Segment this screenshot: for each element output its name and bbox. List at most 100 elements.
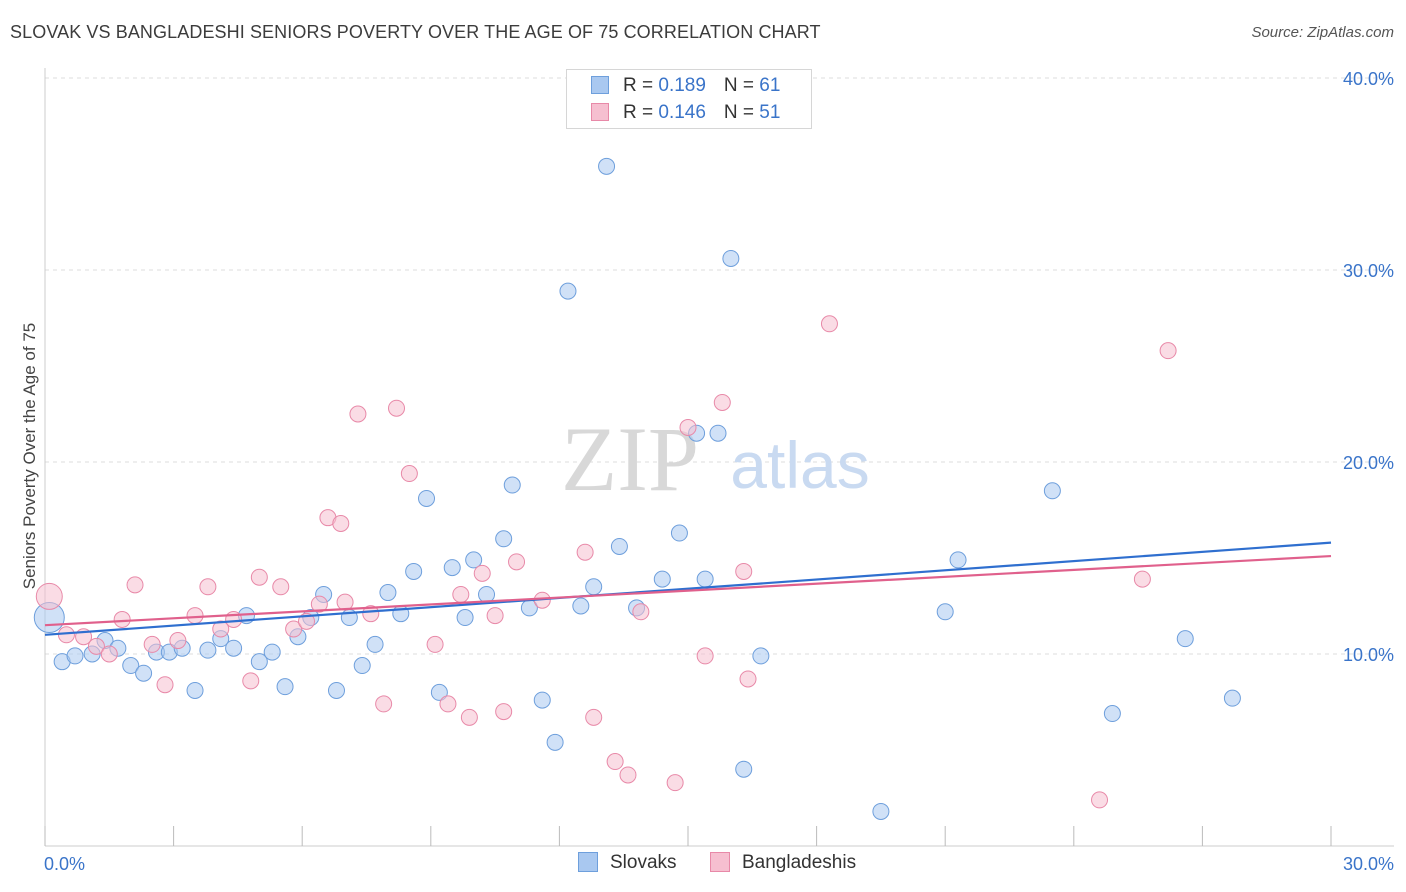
bangladeshi-point bbox=[820, 315, 838, 333]
bangladeshi-point bbox=[242, 672, 260, 690]
slovak-point bbox=[653, 570, 671, 588]
bangladeshi-point bbox=[143, 635, 161, 653]
slovak-point bbox=[418, 489, 436, 507]
chart-title: SLOVAK VS BANGLADESHI SENIORS POVERTY OV… bbox=[10, 22, 821, 42]
y-tick-label: 30.0% bbox=[1343, 261, 1394, 281]
bangladeshi-trend-line bbox=[44, 554, 1332, 627]
bangladeshi-point bbox=[126, 576, 144, 594]
legend-r-value: 0.189 bbox=[658, 75, 706, 96]
bangladeshi-point bbox=[452, 585, 470, 603]
slovak-point bbox=[263, 643, 281, 661]
bangladeshi-point bbox=[212, 620, 230, 638]
bangladeshi-point bbox=[495, 703, 513, 721]
slovak-point bbox=[353, 657, 371, 675]
bangladeshi-point bbox=[1159, 342, 1177, 360]
bangladeshi-point bbox=[310, 595, 328, 613]
trend-lines bbox=[44, 541, 1332, 636]
bangladeshi-point bbox=[362, 605, 380, 623]
bottom-legend-bangladeshis: Bangladeshis bbox=[710, 852, 856, 874]
series-bangladeshis bbox=[35, 315, 1177, 809]
slovak-trend-line bbox=[44, 541, 1332, 636]
slovak-point bbox=[276, 678, 294, 696]
slovak-point bbox=[122, 657, 140, 675]
bangladeshi-point bbox=[35, 582, 63, 610]
slovak-point bbox=[430, 683, 448, 701]
bangladeshi-point bbox=[272, 578, 290, 596]
slovak-point bbox=[1176, 630, 1194, 648]
bangladeshi-point bbox=[735, 562, 753, 580]
legend-swatch-slovaks bbox=[591, 76, 609, 94]
slovak-point bbox=[559, 282, 577, 300]
source-label: Source: ZipAtlas.com bbox=[1251, 24, 1394, 41]
slovak-point bbox=[709, 424, 727, 442]
legend-n-label: N = bbox=[723, 75, 760, 96]
bangladeshi-point bbox=[1133, 570, 1151, 588]
slovak-point bbox=[670, 524, 688, 542]
legend-r-label: R = bbox=[623, 102, 659, 123]
slovak-point bbox=[546, 733, 564, 751]
bangladeshi-point bbox=[156, 676, 174, 694]
bangladeshi-point bbox=[508, 553, 526, 571]
slovak-point bbox=[465, 551, 483, 569]
bottom-legend-label-bangladeshis: Bangladeshis bbox=[742, 852, 857, 873]
legend-n-value: 51 bbox=[759, 102, 781, 123]
slovak-point bbox=[722, 249, 740, 267]
y-tick-label: 20.0% bbox=[1343, 453, 1394, 473]
slovak-point bbox=[752, 647, 770, 665]
y-tick-label: 10.0% bbox=[1343, 645, 1394, 665]
y-tick-label: 40.0% bbox=[1343, 69, 1394, 89]
slovak-point bbox=[503, 476, 521, 494]
bangladeshi-point bbox=[57, 626, 75, 644]
legend-box: R = 0.189 N = 61 R = 0.146 N = 51 bbox=[566, 69, 812, 129]
slovak-point bbox=[572, 597, 590, 615]
axes bbox=[44, 68, 1394, 847]
x-tick-label: 30.0% bbox=[1343, 854, 1394, 874]
slovak-point bbox=[610, 537, 628, 555]
bangladeshi-point bbox=[400, 465, 418, 483]
bangladeshi-point bbox=[332, 514, 350, 532]
slovak-point bbox=[186, 681, 204, 699]
bangladeshi-point bbox=[606, 753, 624, 771]
x-tick-label: 0.0% bbox=[44, 854, 85, 874]
bangladeshi-point bbox=[285, 620, 303, 638]
watermark: ZIP atlas bbox=[561, 408, 870, 510]
legend-r-value: 0.146 bbox=[658, 102, 706, 123]
slovak-point bbox=[225, 639, 243, 657]
slovak-point bbox=[443, 559, 461, 577]
bangladeshi-point bbox=[576, 543, 594, 561]
slovak-point bbox=[1043, 482, 1061, 500]
bangladeshi-point bbox=[666, 774, 684, 792]
bangladeshi-point bbox=[619, 766, 637, 784]
grid-lines bbox=[45, 77, 1394, 655]
bangladeshi-point bbox=[426, 635, 444, 653]
watermark-atlas: atlas bbox=[730, 428, 869, 502]
bangladeshi-point bbox=[739, 670, 757, 688]
bangladeshi-point bbox=[1091, 791, 1109, 809]
legend-row-bangladeshis: R = 0.146 N = 51 bbox=[591, 102, 780, 126]
legend-swatch-bangladeshis bbox=[591, 103, 609, 121]
slovak-point bbox=[66, 647, 84, 665]
bangladeshi-point bbox=[349, 405, 367, 423]
watermark-zip: ZIP bbox=[561, 408, 699, 510]
slovak-point bbox=[327, 681, 345, 699]
bangladeshi-point bbox=[632, 603, 650, 621]
series-slovaks bbox=[33, 157, 1241, 820]
slovak-point bbox=[1103, 705, 1121, 723]
slovak-point bbox=[1223, 689, 1241, 707]
bangladeshi-point bbox=[388, 399, 406, 417]
legend-r-label: R = bbox=[623, 75, 659, 96]
legend-n-value: 61 bbox=[759, 75, 781, 96]
bangladeshi-point bbox=[186, 607, 204, 625]
bangladeshi-point bbox=[100, 645, 118, 663]
slovak-point bbox=[735, 760, 753, 778]
slovak-point bbox=[598, 157, 616, 175]
slovak-point bbox=[872, 802, 890, 820]
bangladeshi-point bbox=[87, 637, 105, 655]
slovak-point bbox=[135, 664, 153, 682]
slovak-point bbox=[405, 562, 423, 580]
bangladeshi-point bbox=[473, 564, 491, 582]
bangladeshi-point bbox=[696, 647, 714, 665]
slovak-point bbox=[533, 691, 551, 709]
slovak-point bbox=[936, 603, 954, 621]
